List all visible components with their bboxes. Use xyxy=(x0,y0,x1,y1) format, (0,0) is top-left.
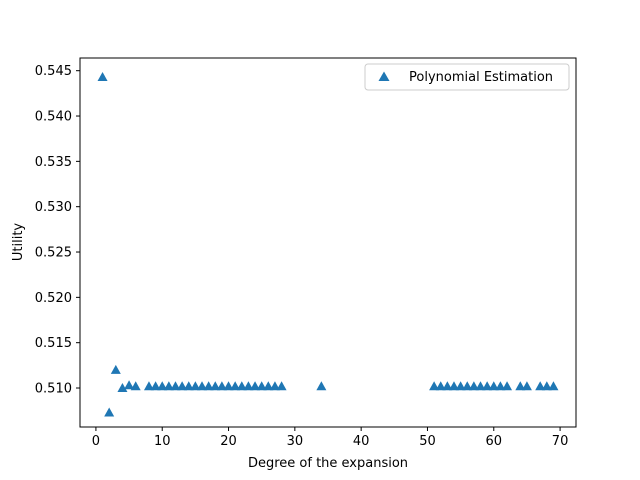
data-point xyxy=(495,381,506,391)
data-point xyxy=(230,381,241,391)
x-tick-label: 0 xyxy=(92,434,100,449)
data-point xyxy=(541,381,552,391)
y-tick-label: 0.525 xyxy=(35,246,72,261)
data-point xyxy=(110,364,121,374)
y-tick-label: 0.545 xyxy=(35,64,72,79)
data-points xyxy=(97,72,559,417)
axis-ticks: 0 10 20 30 40 50 60 70 0.510 0.515 0.520 0.525 0.530… xyxy=(35,64,569,449)
data-point xyxy=(276,381,287,391)
legend: Polynomial Estimation xyxy=(364,63,570,91)
data-point xyxy=(468,381,479,391)
data-point xyxy=(203,381,214,391)
data-point xyxy=(216,381,227,391)
y-tick-label: 0.530 xyxy=(35,200,72,215)
data-point xyxy=(488,381,499,391)
data-point xyxy=(475,381,486,391)
y-tick-label: 0.515 xyxy=(35,336,72,351)
x-tick-label: 10 xyxy=(154,434,171,449)
data-point xyxy=(502,381,513,391)
data-point xyxy=(150,381,161,391)
x-tick-label: 30 xyxy=(287,434,304,449)
data-point xyxy=(429,381,440,391)
data-point xyxy=(183,381,194,391)
legend-triangle-marker xyxy=(378,71,390,81)
x-tick-label: 20 xyxy=(220,434,237,449)
x-axis-label: Degree of the expansion xyxy=(248,456,408,471)
data-point xyxy=(210,381,221,391)
data-point xyxy=(177,381,188,391)
data-point xyxy=(97,72,108,82)
y-tick-label: 0.540 xyxy=(35,110,72,125)
y-tick-label: 0.510 xyxy=(35,382,72,397)
data-point xyxy=(157,381,168,391)
x-tick-label: 60 xyxy=(486,434,503,449)
legend-series-name: Polynomial Estimation xyxy=(409,70,553,85)
data-point xyxy=(250,381,261,391)
data-point xyxy=(190,381,201,391)
data-point xyxy=(197,381,208,391)
data-point xyxy=(163,381,174,391)
data-point xyxy=(130,381,141,391)
data-point xyxy=(482,381,493,391)
data-point xyxy=(243,381,254,391)
x-tick-label: 70 xyxy=(552,434,569,449)
data-point xyxy=(223,381,234,391)
data-point xyxy=(435,381,446,391)
legend-box xyxy=(364,63,570,91)
data-point xyxy=(448,381,459,391)
data-point xyxy=(236,381,247,391)
data-point xyxy=(515,381,526,391)
data-point xyxy=(256,381,267,391)
x-tick-label: 50 xyxy=(419,434,436,449)
data-point xyxy=(316,381,327,391)
data-point xyxy=(462,381,473,391)
data-point xyxy=(104,407,115,417)
data-point xyxy=(455,381,466,391)
x-tick-label: 40 xyxy=(353,434,370,449)
data-point xyxy=(548,381,559,391)
y-tick-label: 0.520 xyxy=(35,291,72,306)
y-axis-label: Utility xyxy=(11,223,26,262)
data-point xyxy=(535,381,546,391)
data-point xyxy=(143,381,154,391)
data-point xyxy=(263,381,274,391)
y-tick-label: 0.535 xyxy=(35,155,72,170)
data-point xyxy=(442,381,453,391)
data-point xyxy=(269,381,280,391)
data-point xyxy=(117,383,128,393)
data-point xyxy=(170,381,181,391)
plot-frame xyxy=(79,57,577,428)
data-point xyxy=(124,380,135,390)
data-point xyxy=(521,381,532,391)
